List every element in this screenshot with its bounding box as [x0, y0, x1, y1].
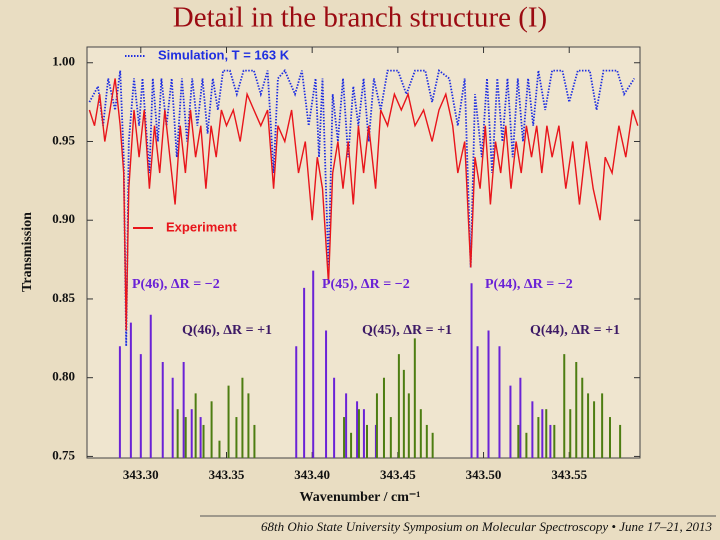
annotation: Q(46), ΔR = +1 — [182, 323, 272, 338]
x-tick-label: 343.30 — [123, 467, 159, 482]
y-axis-label: Transmission — [20, 212, 35, 292]
x-tick-label: 343.40 — [294, 467, 330, 482]
annotation: Q(45), ΔR = +1 — [362, 323, 452, 338]
annotation: Q(44), ΔR = +1 — [530, 323, 620, 338]
y-tick-label: 0.90 — [52, 211, 75, 226]
plot-area — [86, 46, 641, 459]
x-axis-label: Wavenumber / cm⁻¹ — [300, 490, 421, 505]
y-tick-label: 0.75 — [52, 447, 75, 462]
annotation: P(46), ΔR = −2 — [132, 277, 220, 292]
annotation: P(44), ΔR = −2 — [485, 277, 573, 292]
x-tick-label: 343.55 — [551, 467, 587, 482]
footer: 68th Ohio State University Symposium on … — [261, 519, 713, 534]
legend-label: Experiment — [166, 219, 237, 234]
x-tick-label: 343.35 — [209, 467, 245, 482]
y-tick-label: 1.00 — [52, 54, 75, 69]
x-tick-label: 343.50 — [466, 467, 502, 482]
legend-label: Simulation, T = 163 K — [158, 47, 290, 62]
y-tick-label: 0.95 — [52, 132, 75, 147]
slide-title: Detail in the branch structure (I) — [173, 2, 547, 34]
data-line — [88, 68, 636, 347]
y-tick-label: 0.85 — [52, 290, 75, 305]
x-tick-label: 343.45 — [380, 467, 416, 482]
data-line — [88, 78, 639, 331]
annotation: P(45), ΔR = −2 — [322, 277, 410, 292]
y-tick-label: 0.80 — [52, 369, 75, 384]
